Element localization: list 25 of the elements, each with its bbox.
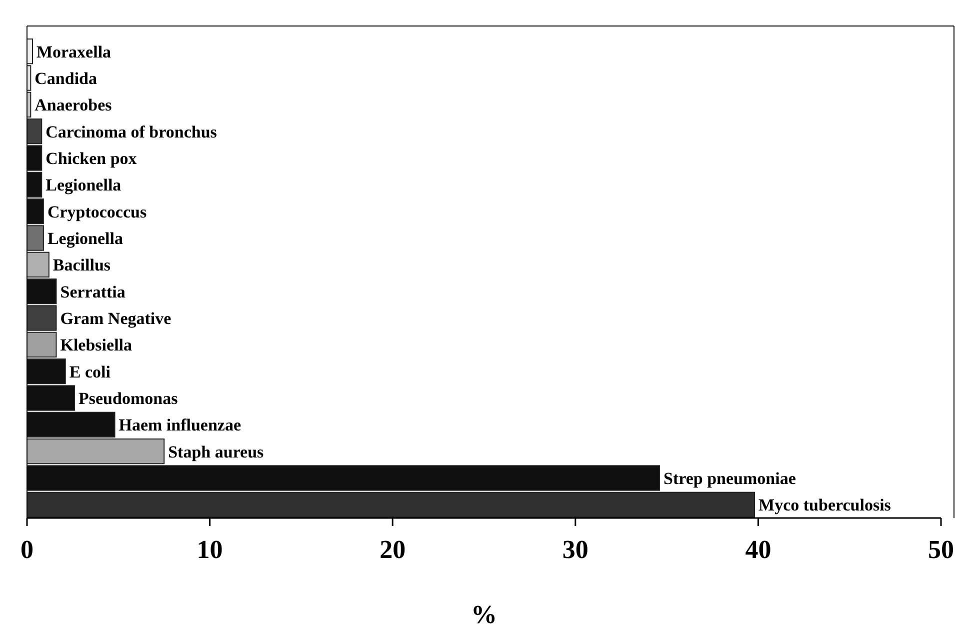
x-tick-label: 50: [928, 535, 954, 564]
x-tick-label: 30: [562, 535, 588, 564]
x-axis-title: %: [471, 600, 497, 629]
y-tick-label: Serrattia: [60, 282, 126, 302]
y-tick-label: Legionella: [47, 228, 124, 248]
y-tick-label: Strep pneumoniae: [663, 468, 796, 488]
y-tick-label: Anaerobes: [34, 96, 112, 115]
y-tick-label: Haem influenzae: [118, 416, 242, 435]
x-tick-label: 20: [380, 535, 406, 564]
y-tick-label: Gram Negative: [60, 308, 172, 328]
y-tick-label: Staph aureus: [168, 442, 264, 462]
y-tick-label: Klebsiella: [60, 336, 133, 355]
y-tick-label: Myco tuberculosis: [758, 496, 892, 515]
y-tick-label: Moraxella: [36, 42, 112, 62]
x-tick-label: 10: [196, 535, 223, 564]
x-tick-label: 40: [745, 535, 772, 564]
y-tick-label: Cryptococcus: [47, 202, 147, 222]
x-tick-label: 0: [20, 535, 34, 564]
y-tick-label: Pseudomonas: [78, 388, 178, 408]
y-tick-label: E coli: [69, 362, 111, 382]
y-tick-label: Candida: [34, 68, 98, 88]
y-tick-label: Carcinoma of bronchus: [46, 122, 218, 142]
y-tick-label: Bacillus: [52, 256, 111, 275]
y-tick-label: Legionella: [46, 176, 122, 195]
y-tick-label: Chicken pox: [46, 148, 138, 168]
